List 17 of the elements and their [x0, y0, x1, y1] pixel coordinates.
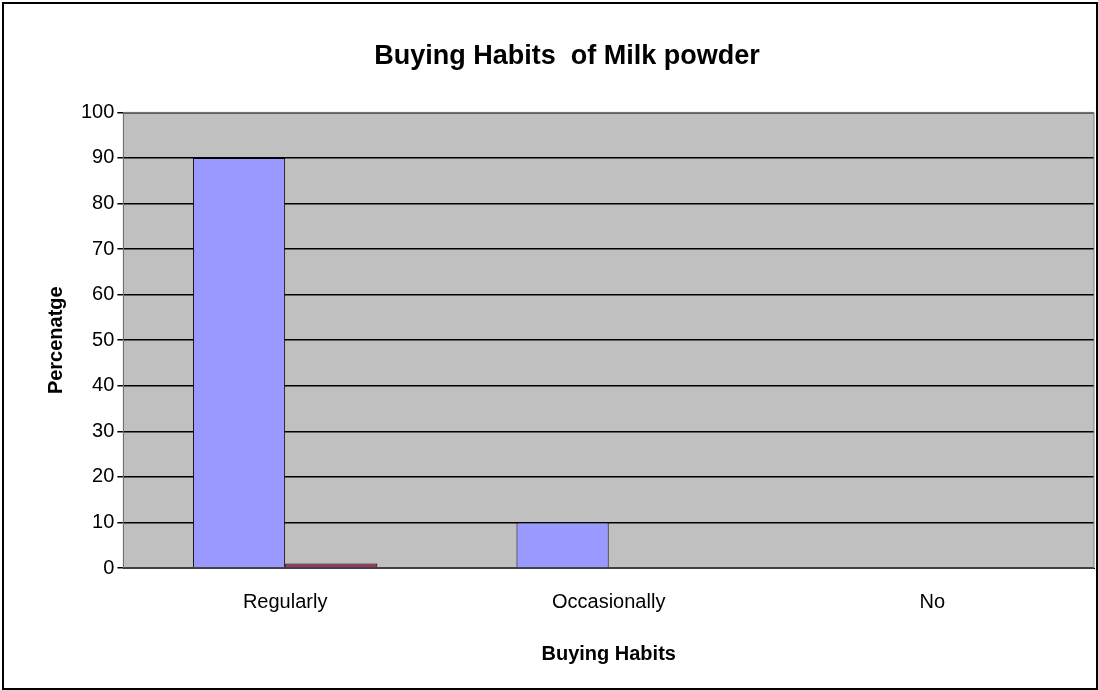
y-tick-label: 10 [92, 509, 115, 532]
x-tick-label: Regularly [242, 589, 328, 612]
y-tick-label: 70 [92, 236, 115, 259]
chart-title: Buying Habits of Milk powder [374, 39, 761, 70]
x-tick-label: No [919, 589, 946, 612]
y-tick-label: 40 [92, 373, 115, 396]
x-axis-title: Buying Habits [541, 641, 676, 664]
y-tick-label: 0 [103, 555, 115, 578]
x-tick-label: Occasionally [551, 589, 666, 612]
y-tick-label: 20 [92, 464, 115, 487]
y-tick-label: 80 [92, 191, 115, 214]
y-tick-label: 30 [92, 418, 115, 441]
y-tick-label: 100 [80, 99, 115, 122]
y-tick-label: 50 [92, 327, 115, 350]
y-tick-label: 60 [92, 282, 115, 305]
y-axis-title: Percenatge [43, 286, 66, 395]
y-tick-label: 90 [92, 145, 115, 168]
